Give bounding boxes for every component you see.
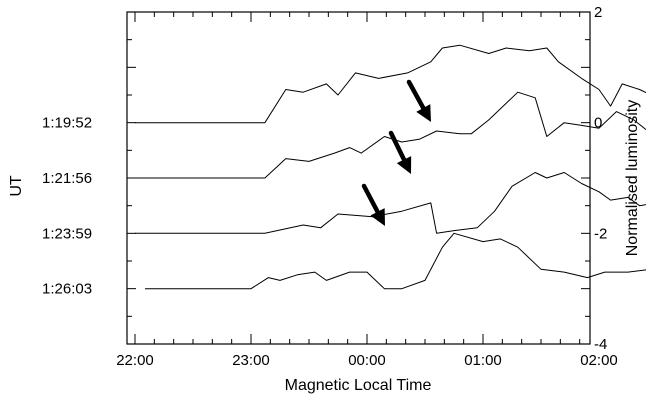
ut-label: 1:23:59 — [42, 225, 92, 242]
x-tick-label: 00:00 — [348, 352, 386, 369]
series-traces — [135, 44, 646, 290]
series-ut-labels: 1:19:52 1:21:56 1:23:59 1:26:03 — [42, 115, 92, 298]
right-tick-label: -4 — [594, 336, 607, 353]
peak-arrows — [361, 79, 431, 226]
series-line — [135, 44, 646, 124]
series-line — [145, 232, 646, 290]
peak-arrow-shaft — [388, 130, 408, 164]
right-tick-label: 2 — [594, 4, 602, 21]
left-axis-title: UT — [8, 175, 25, 197]
right-tick-labels: 2 0 -2 -4 — [594, 4, 607, 353]
right-tick-label: 0 — [594, 115, 602, 132]
x-tick-label: 01:00 — [464, 352, 502, 369]
x-axis-title: Magnetic Local Time — [285, 377, 432, 394]
peak-arrow-head — [396, 156, 412, 174]
peak-arrow-shaft — [361, 183, 381, 216]
right-axis-title: Normalised luminosity — [624, 100, 641, 257]
ut-label: 1:26:03 — [42, 281, 92, 298]
ut-label: 1:19:52 — [42, 115, 92, 132]
axis-ticks — [127, 11, 590, 345]
x-tick-label: 22:00 — [116, 352, 154, 369]
peak-arrow-head — [370, 208, 385, 226]
peak-arrow-head — [416, 104, 431, 122]
series-line — [135, 91, 646, 179]
right-tick-label: -2 — [594, 225, 607, 242]
peak-arrow-shaft — [406, 79, 427, 112]
ut-label: 1:21:56 — [42, 170, 92, 187]
x-tick-label: 23:00 — [232, 352, 270, 369]
x-tick-labels: 22:00 23:00 00:00 01:00 02:00 — [116, 352, 618, 369]
series-line — [135, 172, 646, 234]
x-tick-label: 02:00 — [580, 352, 618, 369]
